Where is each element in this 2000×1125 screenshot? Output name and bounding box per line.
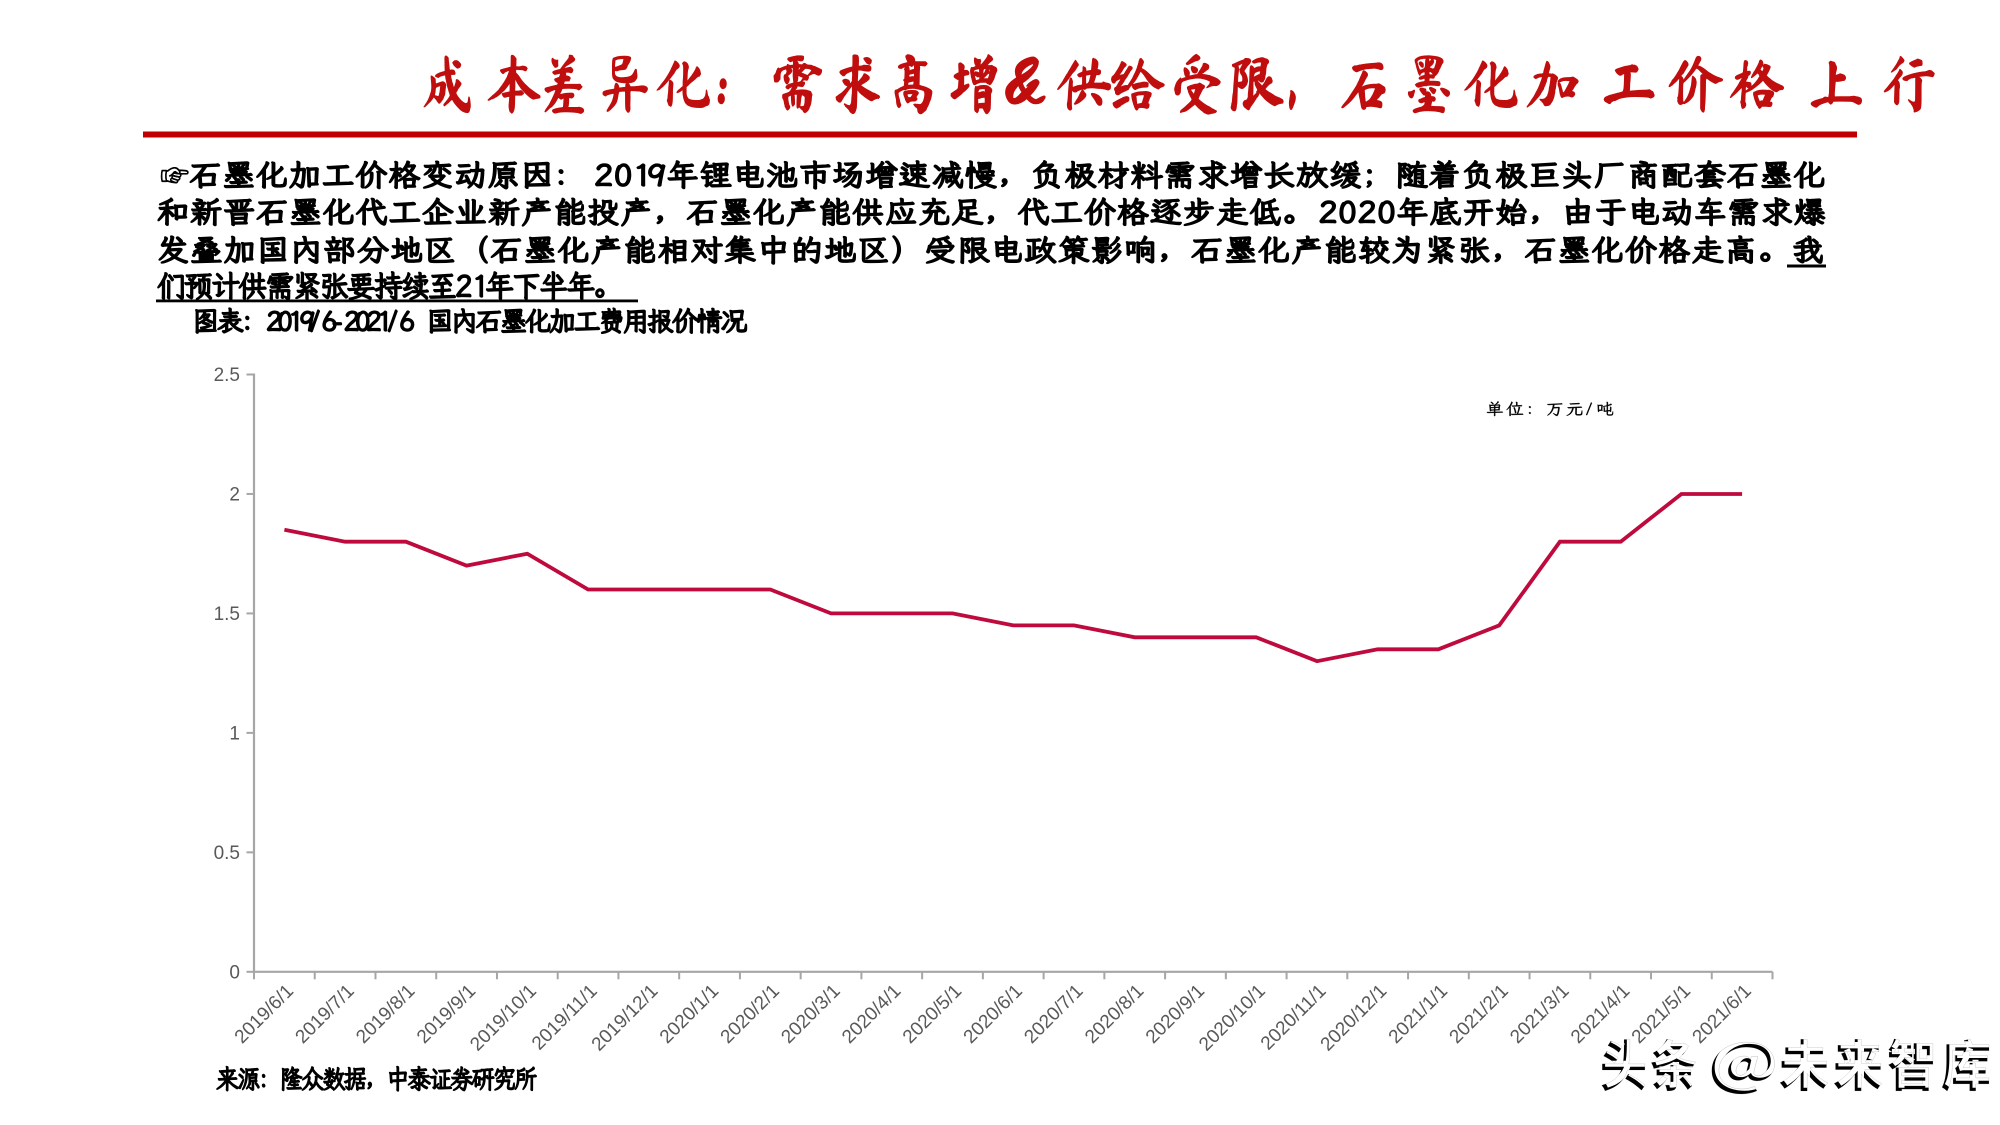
svg-text:0.5: 0.5: [214, 843, 240, 864]
svg-text:1.5: 1.5: [214, 604, 240, 625]
svg-text:2: 2: [229, 484, 240, 505]
svg-text:0: 0: [229, 962, 240, 983]
svg-text:1: 1: [229, 723, 240, 744]
svg-text:2.5: 2.5: [214, 365, 240, 386]
